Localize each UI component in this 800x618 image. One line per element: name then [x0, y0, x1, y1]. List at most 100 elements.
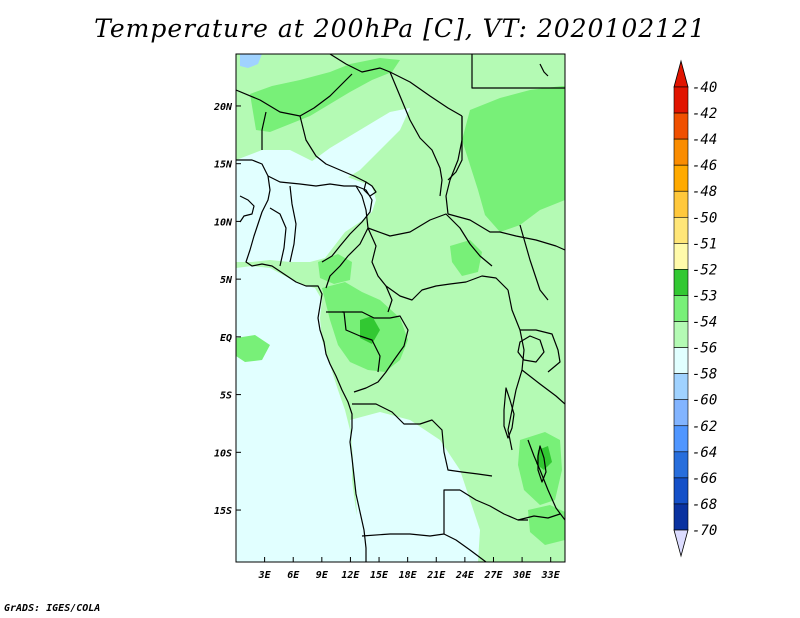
border-west-2 — [289, 185, 297, 263]
border-ethiopia — [519, 224, 549, 301]
border-mali-niger — [299, 115, 367, 183]
y-tick-label: 10N — [214, 217, 233, 228]
border-niger-chad — [389, 71, 443, 197]
colorbar-swatch — [673, 295, 689, 322]
border-sudan-south — [447, 213, 565, 251]
x-tick-label: 12E — [341, 570, 360, 581]
border-congo — [342, 311, 409, 393]
x-tick-label: 27E — [483, 570, 503, 581]
y-tick-label: 15N — [214, 160, 233, 171]
y-tick-label: 10S — [214, 448, 232, 459]
border-angola-south — [361, 489, 460, 537]
colorbar-label: -60 — [692, 393, 717, 409]
field-sudan-patch — [462, 86, 565, 232]
x-tick-label: 15E — [370, 570, 389, 581]
colorbar-swatch — [673, 399, 689, 427]
colorbar-label: -70 — [692, 523, 717, 539]
colorbar-label: -44 — [692, 132, 717, 148]
colorbar-swatch — [673, 451, 689, 479]
x-tick-label: 21E — [426, 570, 446, 581]
colorbar-swatch — [673, 503, 689, 531]
colorbar-label: -66 — [692, 471, 717, 487]
colorbar-label: -62 — [692, 419, 717, 435]
x-axis-ticks: 3E 6E 9E 12E 15E 18E 21E 24E 27E 30E 33E — [258, 557, 561, 581]
field-spot-1 — [360, 316, 380, 344]
border-west-1 — [267, 175, 373, 263]
colorbar-labels: -40 -42 -44 -46 -48 -50 -51 -52 -53 -54 -56 -58 -60 -… — [692, 80, 717, 539]
y-tick-label: 15S — [214, 506, 232, 517]
coastlines-borders — [236, 54, 565, 562]
colorbar-swatch — [673, 216, 689, 244]
colorbar-swatch — [673, 112, 689, 140]
chart-title: Temperature at 200hPa [C], VT: 202010212… — [94, 14, 706, 43]
colorbar-swatch — [673, 138, 689, 166]
field-coast-patch — [236, 335, 270, 362]
colorbar-swatch — [673, 347, 689, 374]
lake-tanganyika — [503, 387, 515, 439]
border-mozambique — [517, 513, 561, 521]
colorbar-label: -54 — [692, 315, 717, 331]
map-frame — [235, 53, 566, 563]
border-drc-angola — [352, 403, 493, 477]
border-car-drc — [385, 275, 509, 301]
y-tick-label: EQ — [220, 333, 232, 344]
lake-malawi — [537, 445, 547, 483]
x-tick-label: 18E — [399, 570, 418, 581]
y-axis-ticks: 20N 15N 10N 5N EQ 5S 10S 15S — [213, 102, 241, 517]
x-tick-label: 9E — [316, 570, 329, 581]
border-malawi — [527, 439, 565, 521]
colorbar-bottom-arrow — [673, 529, 689, 558]
colorbar-label: -51 — [692, 236, 717, 252]
coast-senegal — [239, 195, 255, 223]
colorbar-label: -46 — [692, 158, 717, 174]
coast-west — [236, 159, 367, 562]
colorbar-label: -48 — [692, 184, 717, 200]
colorbar-swatch — [673, 321, 689, 348]
colorbar-swatch — [673, 190, 689, 218]
grads-credit: GrADS: IGES/COLA — [4, 603, 101, 614]
colorbar-label: -40 — [692, 80, 717, 96]
border-namibia-botswana — [443, 533, 487, 562]
colorbar-swatch — [673, 425, 689, 453]
border-uganda-kenya — [520, 329, 561, 373]
border-cameroon-car — [367, 227, 393, 313]
border-nigeria-cameroon — [325, 185, 369, 289]
border-egypt-sudan — [471, 54, 565, 89]
colorbar-label: -68 — [692, 497, 717, 513]
colorbar-swatch — [673, 243, 689, 270]
x-tick-label: 30E — [512, 570, 532, 581]
lake-victoria — [517, 335, 545, 363]
field-southwest — [350, 412, 480, 562]
border-sudan-chad — [445, 116, 463, 215]
colorbar-swatches — [673, 59, 689, 558]
colorbar-label: -64 — [692, 445, 717, 461]
colorbar-label: -53 — [692, 288, 717, 304]
colorbar-swatch — [673, 164, 689, 192]
x-tick-label: 33E — [541, 570, 561, 581]
colorbar-swatch — [673, 269, 689, 296]
nile-river — [539, 63, 549, 77]
lake-chad — [363, 181, 377, 197]
y-tick-label: 5N — [220, 275, 233, 286]
border-tanzania — [521, 369, 565, 405]
border-chad-car — [367, 213, 493, 267]
border-mali-algeria — [236, 73, 353, 117]
colorbar-label: -50 — [692, 210, 717, 226]
border-mauritania — [261, 111, 267, 150]
colorbar-label: -58 — [692, 367, 717, 383]
colorbar-swatch — [673, 86, 689, 114]
y-tick-label: 20N — [213, 102, 233, 113]
x-tick-label: 3E — [258, 570, 272, 581]
field-west-ocean — [236, 266, 365, 562]
colorbar-label: -52 — [692, 262, 717, 278]
field-nw-corner — [240, 54, 262, 68]
colorbar-label: -42 — [692, 106, 717, 122]
field-sahel-band — [300, 108, 410, 182]
colorbar-swatch — [673, 477, 689, 505]
x-tick-label: 24E — [455, 570, 475, 581]
y-tick-label: 5S — [220, 391, 232, 402]
colorbar-label: -56 — [692, 341, 717, 357]
colorbar-swatch — [673, 373, 689, 401]
